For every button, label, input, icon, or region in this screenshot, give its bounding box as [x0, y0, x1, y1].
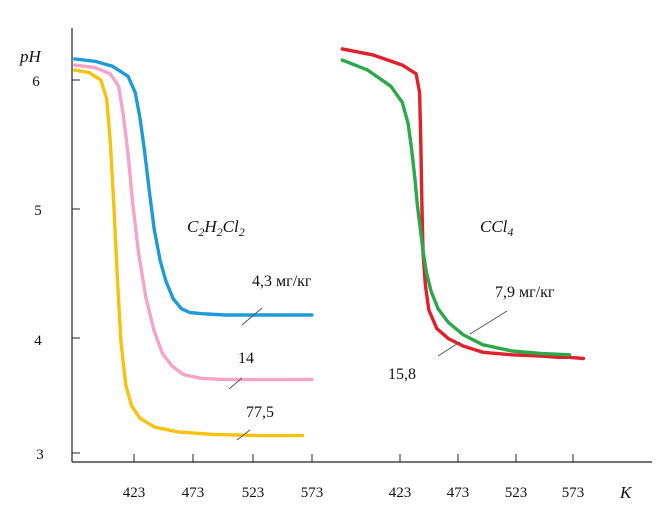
- x-tick-label: 523: [505, 485, 528, 501]
- y-tick-label: 3: [36, 447, 44, 463]
- annotation-leader-line: [437, 341, 461, 357]
- x-axis-title: K: [619, 483, 633, 502]
- annotation-leader-line: [228, 377, 243, 390]
- x-tick-label: 573: [301, 485, 324, 501]
- x-tick-label: 523: [242, 485, 265, 501]
- x-tick-label: 573: [562, 485, 585, 501]
- x-tick-label: 473: [447, 485, 470, 501]
- series-annotation-label: 77,5: [246, 404, 274, 421]
- annotation-leader-line: [236, 429, 251, 441]
- series-line-ccl4-1: [340, 58, 572, 357]
- series-annotation-label: 15,8: [388, 366, 416, 383]
- series-line-c2h2cl2-1: [73, 63, 314, 382]
- x-tick-label: 473: [182, 485, 205, 501]
- right-panel-series: [340, 47, 586, 361]
- y-tick-label: 6: [32, 74, 40, 90]
- panel-title-ccl4: CCl4: [480, 217, 513, 239]
- series-line-c2h2cl2-0: [73, 57, 314, 317]
- series-annotation-label: 7,9 мг/кг: [495, 284, 555, 301]
- panel-title-c2h2cl2: C2H2Cl2: [187, 217, 245, 239]
- y-tick-label: 5: [34, 203, 42, 219]
- series-annotation-label: 14: [238, 350, 254, 367]
- series-line-ccl4-0: [340, 47, 586, 361]
- annotation-leader-line: [469, 310, 508, 335]
- series-annotation-label: 4,3 мг/кг: [252, 273, 312, 290]
- series-line-c2h2cl2-2: [73, 68, 305, 438]
- x-tick-label: 423: [123, 485, 146, 501]
- y-tick-label: 4: [34, 333, 42, 349]
- y-axis-title: pH: [19, 47, 43, 66]
- x-tick-label: 423: [389, 485, 412, 501]
- left-panel-series: [73, 57, 314, 438]
- annotation-leader-line: [241, 307, 263, 326]
